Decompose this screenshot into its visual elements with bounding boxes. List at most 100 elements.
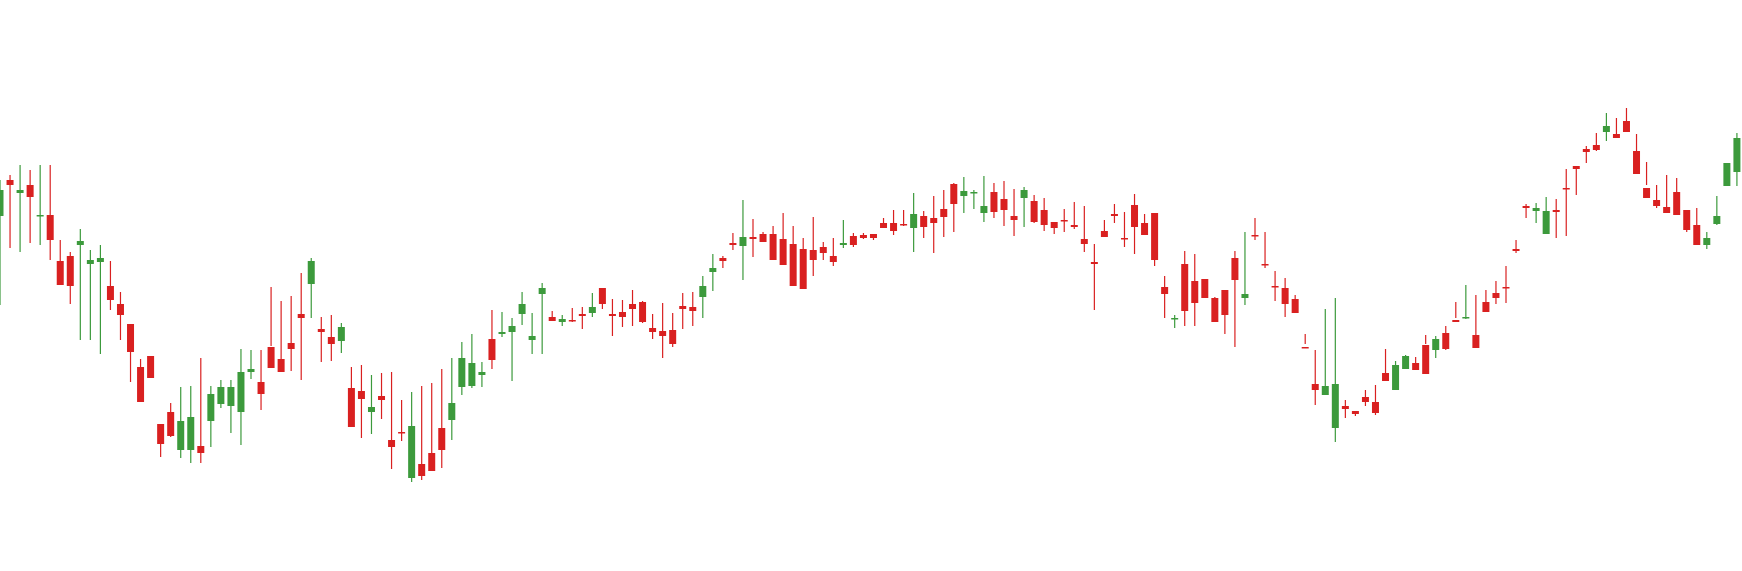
candle	[1080, 206, 1088, 252]
candle	[649, 314, 657, 339]
candle-body	[1482, 302, 1490, 312]
candle	[1643, 162, 1651, 198]
candle	[568, 308, 576, 322]
candle-body	[428, 453, 436, 471]
candle-body	[1291, 299, 1299, 313]
candle-body	[1653, 200, 1661, 206]
candle	[1291, 295, 1299, 313]
candle	[558, 315, 566, 326]
candle-body	[508, 326, 516, 332]
candle-body	[468, 363, 476, 386]
candle-body	[1221, 290, 1229, 315]
candle	[1030, 195, 1038, 223]
candle-body	[799, 249, 807, 289]
candle	[1502, 266, 1510, 303]
candle-body	[297, 314, 305, 318]
candle	[1492, 281, 1500, 304]
candle	[1462, 285, 1470, 319]
candle-body	[1572, 166, 1580, 169]
candle-body	[618, 312, 626, 317]
candle	[1040, 198, 1048, 231]
candle	[709, 254, 717, 291]
candle-body	[378, 396, 386, 400]
candle-body	[1261, 264, 1269, 266]
candle	[1683, 210, 1691, 232]
candle-body	[1643, 188, 1651, 198]
candle	[1392, 361, 1400, 390]
candle-body	[1552, 210, 1560, 212]
candle-body	[1040, 210, 1048, 225]
candle-body	[779, 239, 787, 265]
candle-body	[398, 432, 406, 434]
candle-body	[1452, 320, 1460, 322]
candle-body	[1010, 216, 1018, 220]
candle	[679, 293, 687, 329]
candle	[1131, 194, 1139, 254]
candle-body	[1151, 213, 1159, 260]
candle	[478, 362, 486, 387]
candle-body	[16, 190, 24, 193]
candle-body	[1703, 238, 1711, 245]
candle	[1331, 298, 1339, 442]
candle-body	[1633, 151, 1641, 174]
candle	[1552, 199, 1560, 238]
candle-body	[76, 241, 84, 245]
candle	[398, 400, 406, 441]
candle	[749, 219, 757, 257]
candle	[588, 293, 596, 317]
candle-body	[629, 304, 637, 309]
candle	[1181, 251, 1189, 326]
candle	[1703, 232, 1711, 249]
candle	[1321, 309, 1329, 395]
candle	[157, 424, 165, 457]
candle	[297, 273, 305, 380]
candle	[1110, 204, 1118, 223]
candle-body	[719, 258, 727, 261]
candle-body	[900, 224, 908, 226]
candle	[197, 358, 205, 463]
candle-body	[277, 359, 285, 372]
candle-body	[1733, 138, 1741, 172]
candle-body	[187, 417, 195, 450]
candle-body	[1271, 286, 1279, 288]
candle-body	[920, 216, 928, 227]
candle-body	[1070, 225, 1078, 227]
candle	[1261, 232, 1269, 268]
candle	[1402, 355, 1410, 369]
candle-body	[849, 236, 857, 245]
candle-body	[46, 215, 54, 240]
candle-body	[448, 403, 456, 420]
candle	[137, 359, 145, 402]
candle-body	[337, 327, 345, 341]
candle	[1060, 209, 1068, 232]
candle-body	[327, 337, 335, 344]
candle-body	[679, 306, 687, 309]
candle-body	[1120, 238, 1128, 240]
candle-body	[1492, 293, 1500, 298]
candle	[428, 383, 436, 471]
candle	[1592, 133, 1600, 151]
candle-body	[859, 235, 867, 238]
candle-body	[1000, 199, 1008, 210]
candle-body	[287, 343, 295, 349]
candle-body	[1442, 333, 1450, 349]
candle-body	[1592, 145, 1600, 150]
candle	[1141, 214, 1149, 235]
candle	[46, 165, 54, 260]
candle-body	[438, 428, 446, 450]
candle	[1050, 222, 1058, 234]
candle-body	[1693, 225, 1701, 245]
candle-body	[1361, 397, 1369, 402]
candle-body	[1622, 121, 1630, 132]
candle	[1341, 400, 1349, 418]
candle-body	[1522, 206, 1530, 208]
candle-body	[1683, 210, 1691, 230]
candle-body	[1602, 126, 1610, 132]
candle	[729, 233, 737, 250]
candle	[1070, 202, 1078, 229]
candle-body	[458, 358, 466, 387]
candle-body	[1050, 222, 1058, 228]
candle	[1351, 411, 1359, 416]
candle	[508, 318, 516, 381]
